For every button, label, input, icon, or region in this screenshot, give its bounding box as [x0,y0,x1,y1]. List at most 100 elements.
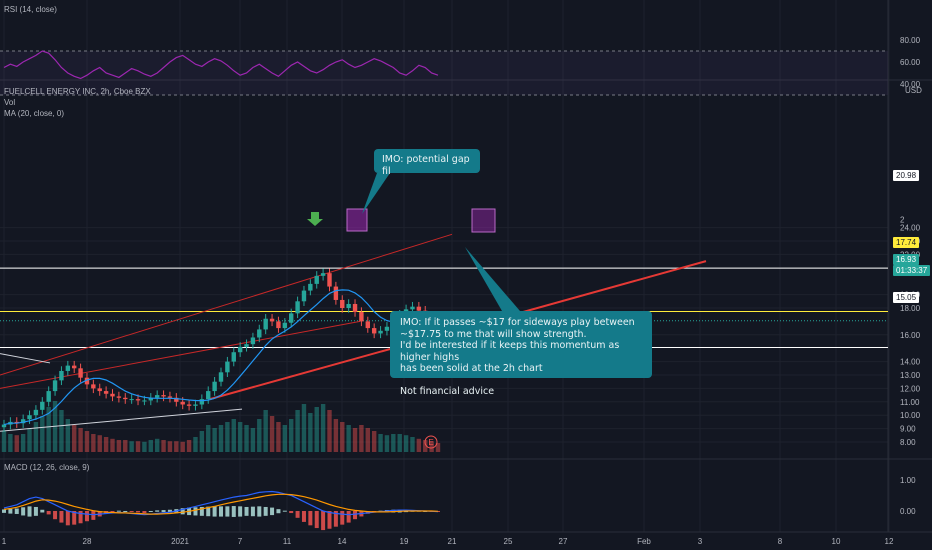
rsi-pane: 80.00 60.00 40.00 [0,36,921,96]
candle-body [78,368,83,378]
volume-bar [397,434,402,452]
time-tick-label: 28 [83,537,92,546]
macd-histogram-bar [225,506,230,517]
candle-body [263,318,268,330]
candle-body [33,409,39,416]
macd-histogram-bar [2,509,6,513]
time-tick-label: 3 [698,537,703,546]
volume-bar [193,437,198,452]
candle-body [123,397,128,400]
candle-body [282,322,288,329]
volume-bar [237,422,243,452]
candle-body [206,391,211,400]
channel-upper-line [0,233,453,376]
price-tick-label: 13.00 [900,371,921,380]
macd-histogram-bar [301,511,306,522]
callout-line-6: Not financial advice [400,385,495,397]
volume-bar [327,410,332,452]
macd-title: MACD (12, 26, close, 9) [4,463,90,472]
level-badge-20-98: 20.98 [893,170,920,181]
white-trendline [0,353,51,364]
callout-line-5 [400,375,642,386]
macd-histogram-bar [282,510,287,512]
candle-body [142,400,147,402]
time-tick-label: 1 [2,537,7,546]
callout-gap-fill[interactable]: IMO: potential gap fil [374,149,480,177]
volume-bar [340,422,345,452]
candle-body [352,303,358,313]
volume-bar [129,441,134,452]
macd-histogram-bar [129,511,134,512]
countdown-badge: 01:33:37 [893,265,931,276]
callout-line-3: I'd be interested if it keeps this momen… [400,340,620,363]
macd-histogram-bar [180,508,185,515]
macd-histogram-bar [327,511,332,529]
volume-bar [384,435,390,452]
callout-line-1: IMO: If it passes ~$17 for sideways play… [400,317,635,328]
candle-body [167,396,173,398]
macd-tick-label: 0.00 [900,507,916,516]
candle-body [289,313,294,323]
candle-body [46,391,51,402]
volume-bar [403,435,409,452]
macd-histogram-bar [72,511,77,525]
volume-bar [27,428,32,452]
volume-bar [46,407,51,452]
candle-body [27,415,32,420]
macd-histogram-bar [161,510,166,513]
volume-bar [314,407,319,452]
macd-histogram-bar [295,511,300,518]
candle-body [276,321,281,329]
candles [1,268,441,432]
macd-histogram-bar [116,510,121,512]
time-tick-label: 19 [400,537,409,546]
volume-bar [435,443,441,452]
macd-histogram-bar [231,506,236,517]
volume-bar [167,441,173,452]
candle-body [327,273,332,287]
volume-bar [225,422,230,452]
candle-body [174,397,179,402]
purple-box [471,208,496,233]
macd-histogram-bar [53,511,58,520]
price-tick-label: 24.00 [900,224,921,233]
macd-histogram-bar [346,511,351,523]
macd-histogram-bar [212,506,217,517]
macd-histogram-bar [263,506,268,516]
volume-bar [14,435,19,452]
rsi-tick-label: 60.00 [900,58,921,67]
callout-analysis[interactable]: IMO: If it passes ~$17 for sideways play… [390,311,652,397]
macd-histogram-bar [199,506,204,516]
volume-bar [391,434,396,452]
candle-body [199,399,205,405]
candle-body [269,318,275,322]
volume-bar [148,440,153,452]
volume-bar [282,425,288,452]
time-tick-label: 2021 [171,537,189,546]
symbol-title: FUELCELL ENERGY INC, 2h, Cboe BZX [4,87,151,96]
volume-bar [250,428,256,452]
macd-histogram-bar [110,511,115,512]
time-tick-label: Feb [637,537,651,546]
macd-histogram-bar [59,511,64,523]
volume-bar [161,440,166,452]
macd-histogram-bar [142,511,147,514]
volume-bar [371,431,377,452]
candle-body [384,326,390,331]
candle-body [212,381,217,392]
time-tick-label: 7 [238,537,243,546]
volume-bar [212,428,217,452]
macd-histogram-bar [270,507,275,516]
macd-histogram-bar [21,507,26,516]
volume-bar [154,438,160,452]
time-tick-label: 21 [448,537,457,546]
volume-bar [276,422,281,452]
candle-body [250,337,256,345]
ma-title: MA (20, close, 0) [4,109,65,118]
volume-bar [423,440,428,452]
macd-histogram-bar [40,509,45,513]
candle-body [97,388,102,392]
last-price-badge: 16.93 [893,254,920,265]
